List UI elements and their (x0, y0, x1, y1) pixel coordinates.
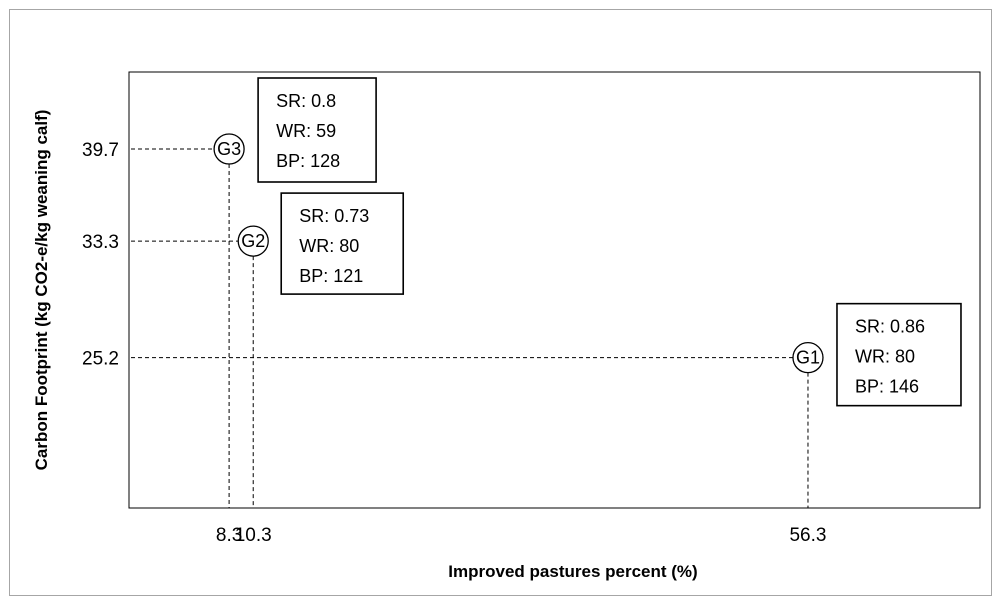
g3-annotation-line: SR: 0.8 (276, 91, 336, 111)
y-axis-title: Carbon Footprint (kg CO2-e/kg weaning ca… (32, 110, 51, 471)
g3-annotation-line: BP: 128 (276, 151, 340, 171)
g2-annotation-box (280, 192, 405, 295)
g3-annotation-box (257, 77, 377, 183)
x-tick-label: 10.3 (235, 525, 272, 546)
g1-point-marker (792, 342, 824, 374)
g3-annotation-line: WR: 59 (276, 121, 336, 141)
x-axis-title: Improved pastures percent (%) (448, 562, 697, 581)
g1-annotation-line: BP: 146 (855, 377, 919, 397)
g2-point-marker (237, 225, 269, 257)
g3-point-label: G3 (217, 139, 241, 159)
x-tick-label: 8.3 (216, 525, 242, 546)
g2-annotation-line: SR: 0.73 (299, 206, 369, 226)
g3-point-marker (213, 133, 245, 165)
g1-annotation-line: SR: 0.86 (855, 317, 925, 337)
y-tick-label: 33.3 (82, 232, 119, 253)
g1-annotation-box (836, 302, 962, 407)
y-tick-label: 39.7 (82, 140, 119, 161)
chart-frame (9, 9, 992, 596)
g1-point-label: G1 (796, 348, 820, 368)
g1-annotation-line: WR: 80 (855, 347, 915, 367)
g2-annotation-line: WR: 80 (299, 236, 359, 256)
plot-area (128, 71, 981, 509)
x-tick-label: 56.3 (789, 525, 826, 546)
y-tick-label: 25.2 (82, 349, 119, 370)
g2-annotation-line: BP: 121 (299, 266, 363, 286)
g2-point-label: G2 (241, 231, 265, 251)
